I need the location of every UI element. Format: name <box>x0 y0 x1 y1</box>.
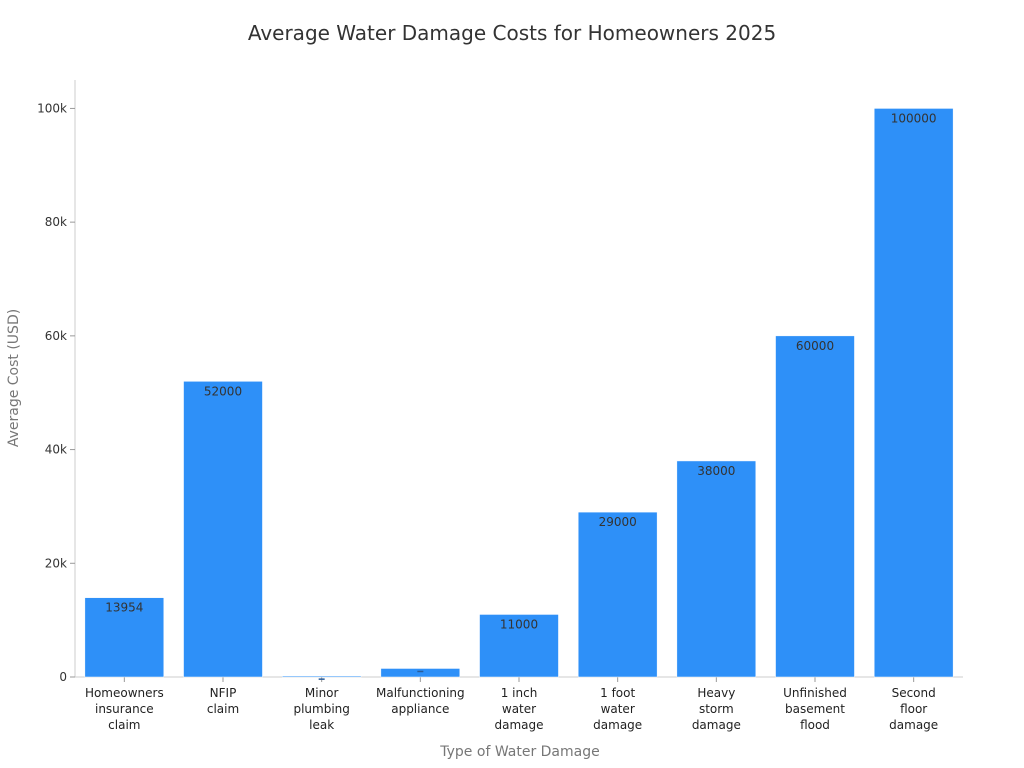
data-label: 38000 <box>697 464 735 478</box>
category-label-line: NFIP <box>210 686 237 700</box>
category-label-line: plumbing <box>293 702 349 716</box>
y-tick-label: 100k <box>37 101 67 115</box>
category-label-line: floor <box>900 702 927 716</box>
category-label-line: insurance <box>95 702 154 716</box>
x-axis-label: Type of Water Damage <box>439 744 599 760</box>
category-label-line: claim <box>207 702 239 716</box>
bar <box>281 675 362 678</box>
category-label: Malfunctioning appliance <box>376 686 465 716</box>
category-label-line: storm <box>699 702 734 716</box>
bar <box>577 511 658 678</box>
category-label-line: 1 inch <box>501 686 538 700</box>
data-label: 52000 <box>204 384 242 398</box>
data-label: 60000 <box>796 339 834 353</box>
bar <box>84 597 165 678</box>
data-labels: 13954 52000 11000 29000 38000 60000 100000 <box>105 111 937 680</box>
category-label-line: damage <box>692 718 741 732</box>
category-label: 1 foot water damage <box>593 686 642 732</box>
category-label-line: damage <box>593 718 642 732</box>
category-label-line: Homeowners <box>85 686 164 700</box>
data-label: 100000 <box>891 111 937 125</box>
category-label: Unfinished basement flood <box>783 686 847 732</box>
category-label-line: water <box>601 702 635 716</box>
category-label-line: damage <box>889 718 938 732</box>
category-label-line: Second <box>892 686 936 700</box>
bar <box>380 668 461 678</box>
category-label-line: leak <box>309 718 334 732</box>
y-tick-label: 80k <box>45 215 67 229</box>
y-tick-label: 60k <box>45 329 67 343</box>
category-label: 1 inch water damage <box>494 686 543 732</box>
y-tick-label: 20k <box>45 556 67 570</box>
category-label-line: claim <box>108 718 140 732</box>
category-label-line: Heavy <box>697 686 735 700</box>
category-label: Homeowners insurance claim <box>85 686 164 732</box>
bar <box>775 335 855 678</box>
category-label-line: Minor <box>305 686 339 700</box>
category-label-line: damage <box>494 718 543 732</box>
y-axis: 0 20k 40k 60k 80k 100k <box>37 80 76 684</box>
category-labels: Homeowners insurance claim NFIP claim Minor pl… <box>85 686 938 732</box>
x-axis <box>75 676 963 682</box>
data-label: 13954 <box>105 601 143 615</box>
chart-title: Average Water Damage Costs for Homeowner… <box>248 21 776 45</box>
y-axis-label: Average Cost (USD) <box>6 309 22 447</box>
bar <box>183 381 263 678</box>
y-tick-label: 40k <box>45 443 67 457</box>
category-label-line: Unfinished <box>783 686 847 700</box>
category-label: Heavy storm damage <box>692 686 741 732</box>
category-label-line: appliance <box>391 702 449 716</box>
bar <box>676 460 757 678</box>
bar <box>479 614 559 678</box>
data-label: 11000 <box>500 617 538 631</box>
category-label: Second floor damage <box>889 686 938 732</box>
category-label: NFIP claim <box>207 686 239 716</box>
bars <box>84 108 954 678</box>
category-label-line: basement <box>785 702 845 716</box>
category-label-line: flood <box>800 718 830 732</box>
y-tick-label: 0 <box>59 670 67 684</box>
category-label-line: 1 foot <box>600 686 635 700</box>
data-label: 29000 <box>599 515 637 529</box>
category-label-line: Malfunctioning <box>376 686 465 700</box>
category-label: Minor plumbing leak <box>293 686 349 732</box>
bar <box>873 108 954 678</box>
category-label-line: water <box>502 702 536 716</box>
